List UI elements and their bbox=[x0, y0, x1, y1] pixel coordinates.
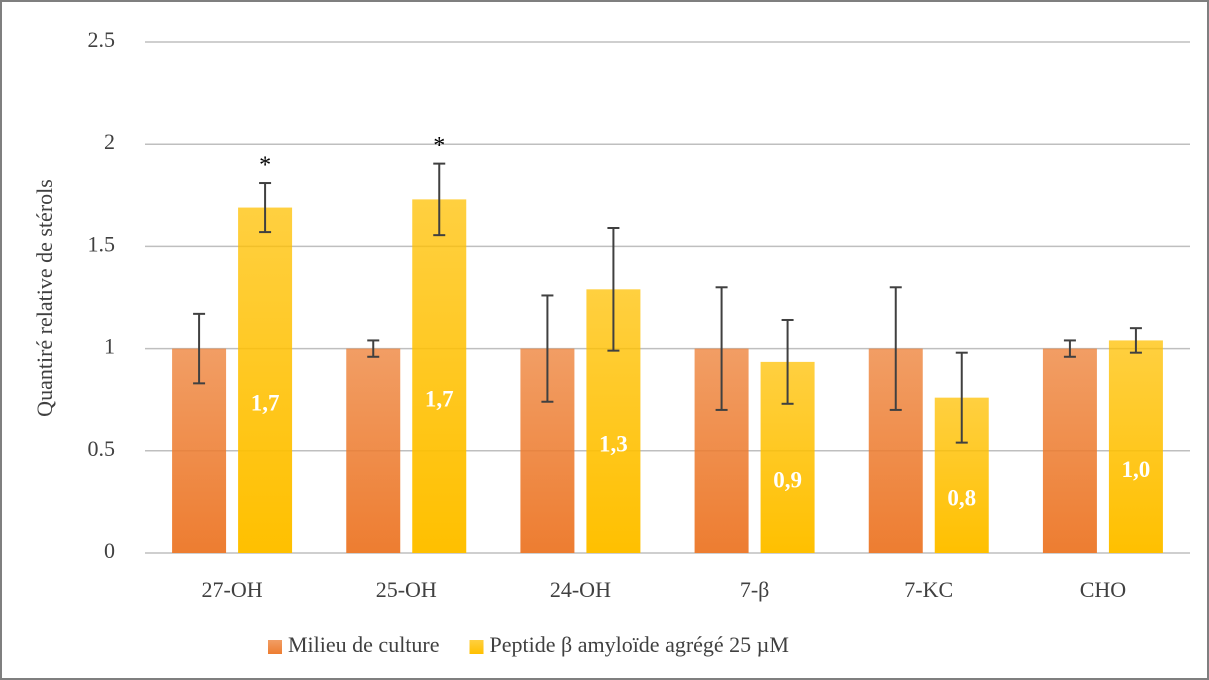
bar bbox=[346, 348, 401, 553]
error-bar bbox=[1063, 339, 1076, 358]
error-bar bbox=[1129, 327, 1142, 354]
data-label: 1,0 bbox=[1122, 457, 1151, 482]
bar bbox=[1042, 348, 1097, 553]
error-bar bbox=[955, 351, 968, 444]
error-bar bbox=[367, 339, 380, 358]
error-bar bbox=[607, 227, 620, 352]
y-tick-label: 0.5 bbox=[88, 436, 116, 461]
error-bar bbox=[715, 286, 728, 411]
data-label: 1,7 bbox=[425, 386, 454, 411]
y-tick-label: 2 bbox=[104, 129, 115, 154]
x-tick-label: 24-OH bbox=[550, 577, 611, 602]
x-tick-label: 25-OH bbox=[376, 577, 437, 602]
data-label: 1,3 bbox=[599, 431, 628, 456]
x-tick-label: CHO bbox=[1080, 577, 1126, 602]
error-bar bbox=[781, 318, 794, 405]
legend-swatch bbox=[469, 640, 484, 654]
data-label: 1,7 bbox=[251, 391, 280, 416]
legend-label: Peptide β amyloïde agrégé 25 µM bbox=[490, 632, 789, 657]
error-bar bbox=[433, 162, 446, 237]
bar bbox=[1108, 340, 1163, 553]
error-bar bbox=[193, 312, 206, 385]
significance-mark: * bbox=[259, 153, 271, 179]
legend-swatch bbox=[268, 640, 282, 654]
y-tick-label: 1 bbox=[104, 334, 115, 359]
y-axis-label: Quantiré relative de stérols bbox=[32, 179, 57, 417]
error-bar bbox=[889, 286, 902, 411]
legend-label: Milieu de culture bbox=[288, 632, 440, 657]
x-tick-label: 27-OH bbox=[202, 577, 263, 602]
bar bbox=[238, 207, 293, 553]
error-bar bbox=[259, 182, 272, 234]
significance-mark: * bbox=[433, 133, 445, 159]
error-bar bbox=[541, 294, 554, 403]
y-tick-label: 2.5 bbox=[88, 27, 116, 52]
x-tick-label: 7-β bbox=[740, 577, 770, 602]
x-tick-label: 7-KC bbox=[904, 577, 953, 602]
data-label: 0,9 bbox=[773, 468, 802, 493]
bar bbox=[412, 199, 467, 553]
data-label: 0,8 bbox=[947, 486, 976, 511]
y-tick-label: 0 bbox=[104, 538, 115, 563]
y-tick-label: 1.5 bbox=[88, 231, 116, 256]
